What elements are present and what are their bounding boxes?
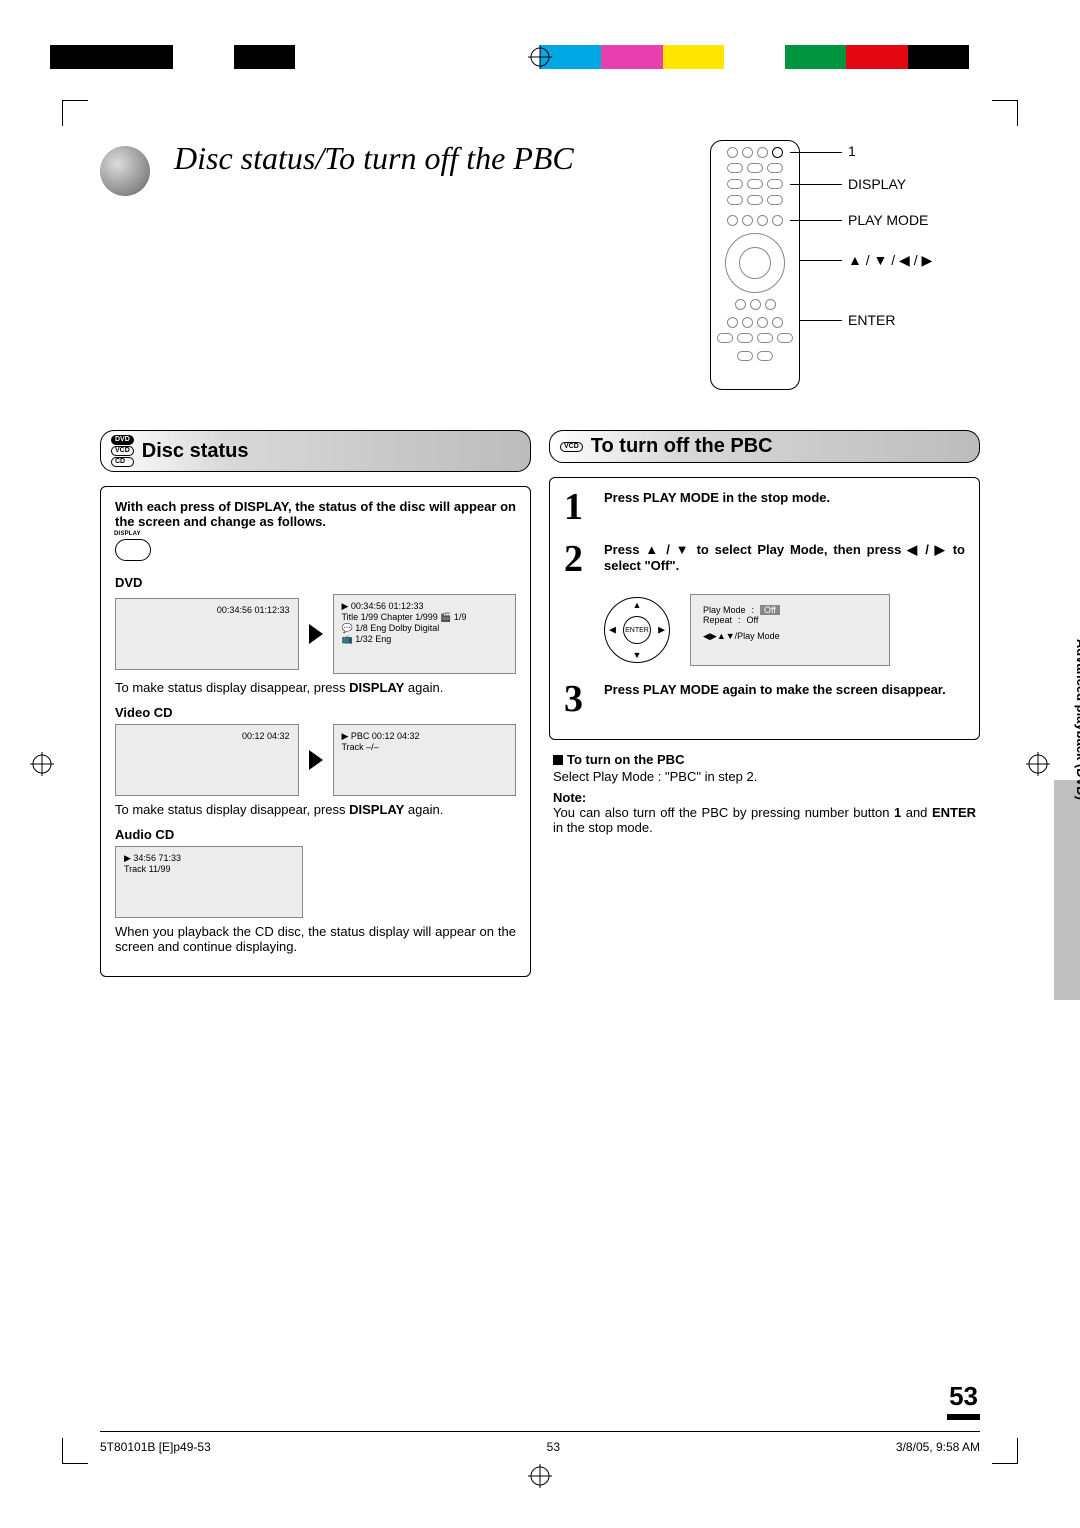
note-body: You can also turn off the PBC by pressin… (553, 805, 976, 835)
dvd-osd-2: ▶ 00:34:56 01:12:33 Title 1/99 Chapter 1… (333, 594, 517, 674)
badge-vcd: VCD (111, 446, 134, 456)
arrow-right-icon (309, 750, 323, 770)
footer: 5T80101B [E]p49-53 53 3/8/05, 9:58 AM (100, 1431, 980, 1454)
turn-on-body: Select Play Mode : "PBC" in step 2. (553, 769, 976, 784)
footer-right: 3/8/05, 9:58 AM (896, 1440, 980, 1454)
step-number-3: 3 (564, 682, 594, 716)
step-1-text: Press PLAY MODE in the stop mode. (604, 490, 965, 524)
badge-cd: CD (111, 457, 134, 467)
playmode-osd: Play Mode:Off Repeat:Off ◀▶▲▼/Play Mode (690, 594, 890, 666)
registration-mark-right (1026, 752, 1050, 776)
dvd-heading: DVD (115, 575, 516, 590)
page-title: Disc status/To turn off the PBC (174, 140, 656, 177)
remote-outline (710, 140, 800, 390)
page-number: 53 (947, 1381, 980, 1420)
remote-label-1: 1 (848, 143, 856, 159)
step-2-text: Press ▲ / ▼ to select Play Mode, then pr… (604, 542, 965, 576)
page-content: Disc status/To turn off the PBC 1 DISPLA… (100, 140, 980, 1408)
step-number-1: 1 (564, 490, 594, 524)
section-disc-status-header: DVD VCD CD Disc status (100, 430, 531, 472)
registration-mark-bottom (528, 1464, 552, 1488)
remote-nav-ring (725, 233, 785, 293)
section-pbc-header: VCD To turn off the PBC (549, 430, 980, 463)
vcd-osd-2: ▶ PBC 00:12 04:32 Track –/– (333, 724, 517, 796)
acd-heading: Audio CD (115, 827, 516, 842)
footer-mid: 53 (547, 1440, 560, 1454)
nav-ring-icon: ▲▼ ◀▶ ENTER (604, 597, 670, 663)
vcd-after-text: To make status display disappear, press … (115, 802, 516, 817)
remote-label-display: DISPLAY (848, 176, 906, 192)
remote-label-playmode: PLAY MODE (848, 212, 928, 228)
side-tab (1054, 780, 1080, 1000)
remote-label-arrows: ▲ / ▼ / ◀ / ▶ (848, 252, 932, 269)
vcd-osd-1: 00:12 04:32 (115, 724, 299, 796)
disc-icon (100, 146, 150, 196)
acd-after-text: When you playback the CD disc, the statu… (115, 924, 516, 954)
step-number-2: 2 (564, 542, 594, 576)
badge-dvd: DVD (111, 435, 134, 445)
disc-status-intro: With each press of DISPLAY, the status o… (115, 499, 516, 529)
display-key-icon (115, 539, 151, 561)
side-tab-label: Advanced playback (DVD) (1074, 639, 1080, 800)
disc-status-title: Disc status (142, 440, 249, 463)
crop-mark (992, 100, 1018, 126)
acd-osd: ▶ 34:56 71:33 Track 11/99 (115, 846, 303, 918)
dvd-after-text: To make status display disappear, press … (115, 680, 516, 695)
registration-mark-top (528, 45, 552, 69)
remote-label-enter: ENTER (848, 312, 895, 328)
dvd-osd-1: 00:34:56 01:12:33 (115, 598, 299, 670)
crop-mark (62, 100, 88, 126)
badge-vcd: VCD (560, 442, 583, 452)
footer-left: 5T80101B [E]p49-53 (100, 1440, 211, 1454)
remote-diagram: 1 DISPLAY PLAY MODE ▲ / ▼ / ◀ / ▶ ENTER (680, 140, 980, 390)
turn-on-heading: To turn on the PBC (553, 752, 976, 767)
note-heading: Note: (553, 790, 976, 805)
crop-mark (62, 1438, 88, 1464)
step-3-text: Press PLAY MODE again to make the screen… (604, 682, 965, 716)
registration-mark-left (30, 752, 54, 776)
arrow-right-icon (309, 624, 323, 644)
crop-mark (992, 1438, 1018, 1464)
vcd-heading: Video CD (115, 705, 516, 720)
pbc-title: To turn off the PBC (591, 435, 773, 458)
